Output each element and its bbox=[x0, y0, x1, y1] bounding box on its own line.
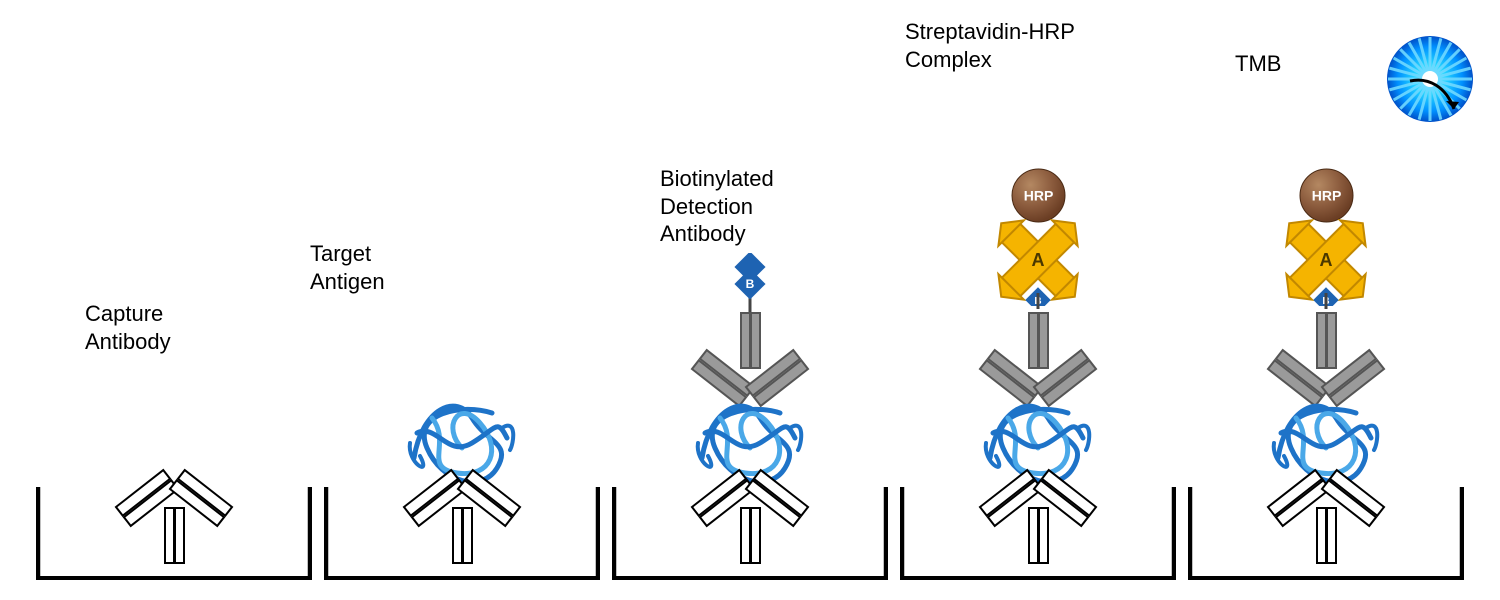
capture-antibody-icon bbox=[973, 458, 1103, 568]
panel-step-2 bbox=[324, 20, 600, 580]
component-stack: HRP A B bbox=[973, 168, 1103, 568]
component-stack bbox=[109, 458, 239, 568]
panel-step-4: HRP A B bbox=[900, 20, 1176, 580]
svg-text:A: A bbox=[1320, 250, 1333, 270]
panel-step-5: HRP A B bbox=[1188, 20, 1464, 580]
capture-antibody-icon bbox=[1261, 458, 1391, 568]
elisa-diagram: Capture Antibody Target Antigen Biotinyl… bbox=[0, 0, 1500, 600]
panel-step-1 bbox=[36, 20, 312, 580]
component-stack: B bbox=[685, 253, 815, 568]
component-stack: HRP A B bbox=[1261, 168, 1391, 568]
capture-antibody-icon bbox=[397, 458, 527, 568]
component-stack bbox=[397, 388, 527, 568]
svg-text:B: B bbox=[746, 277, 755, 291]
svg-text:HRP: HRP bbox=[1311, 188, 1341, 204]
svg-text:A: A bbox=[1032, 250, 1045, 270]
panel-row: B bbox=[0, 0, 1500, 600]
capture-antibody-icon bbox=[685, 458, 815, 568]
capture-antibody-icon bbox=[109, 458, 239, 568]
svg-text:HRP: HRP bbox=[1023, 188, 1053, 204]
panel-step-3: B bbox=[612, 20, 888, 580]
